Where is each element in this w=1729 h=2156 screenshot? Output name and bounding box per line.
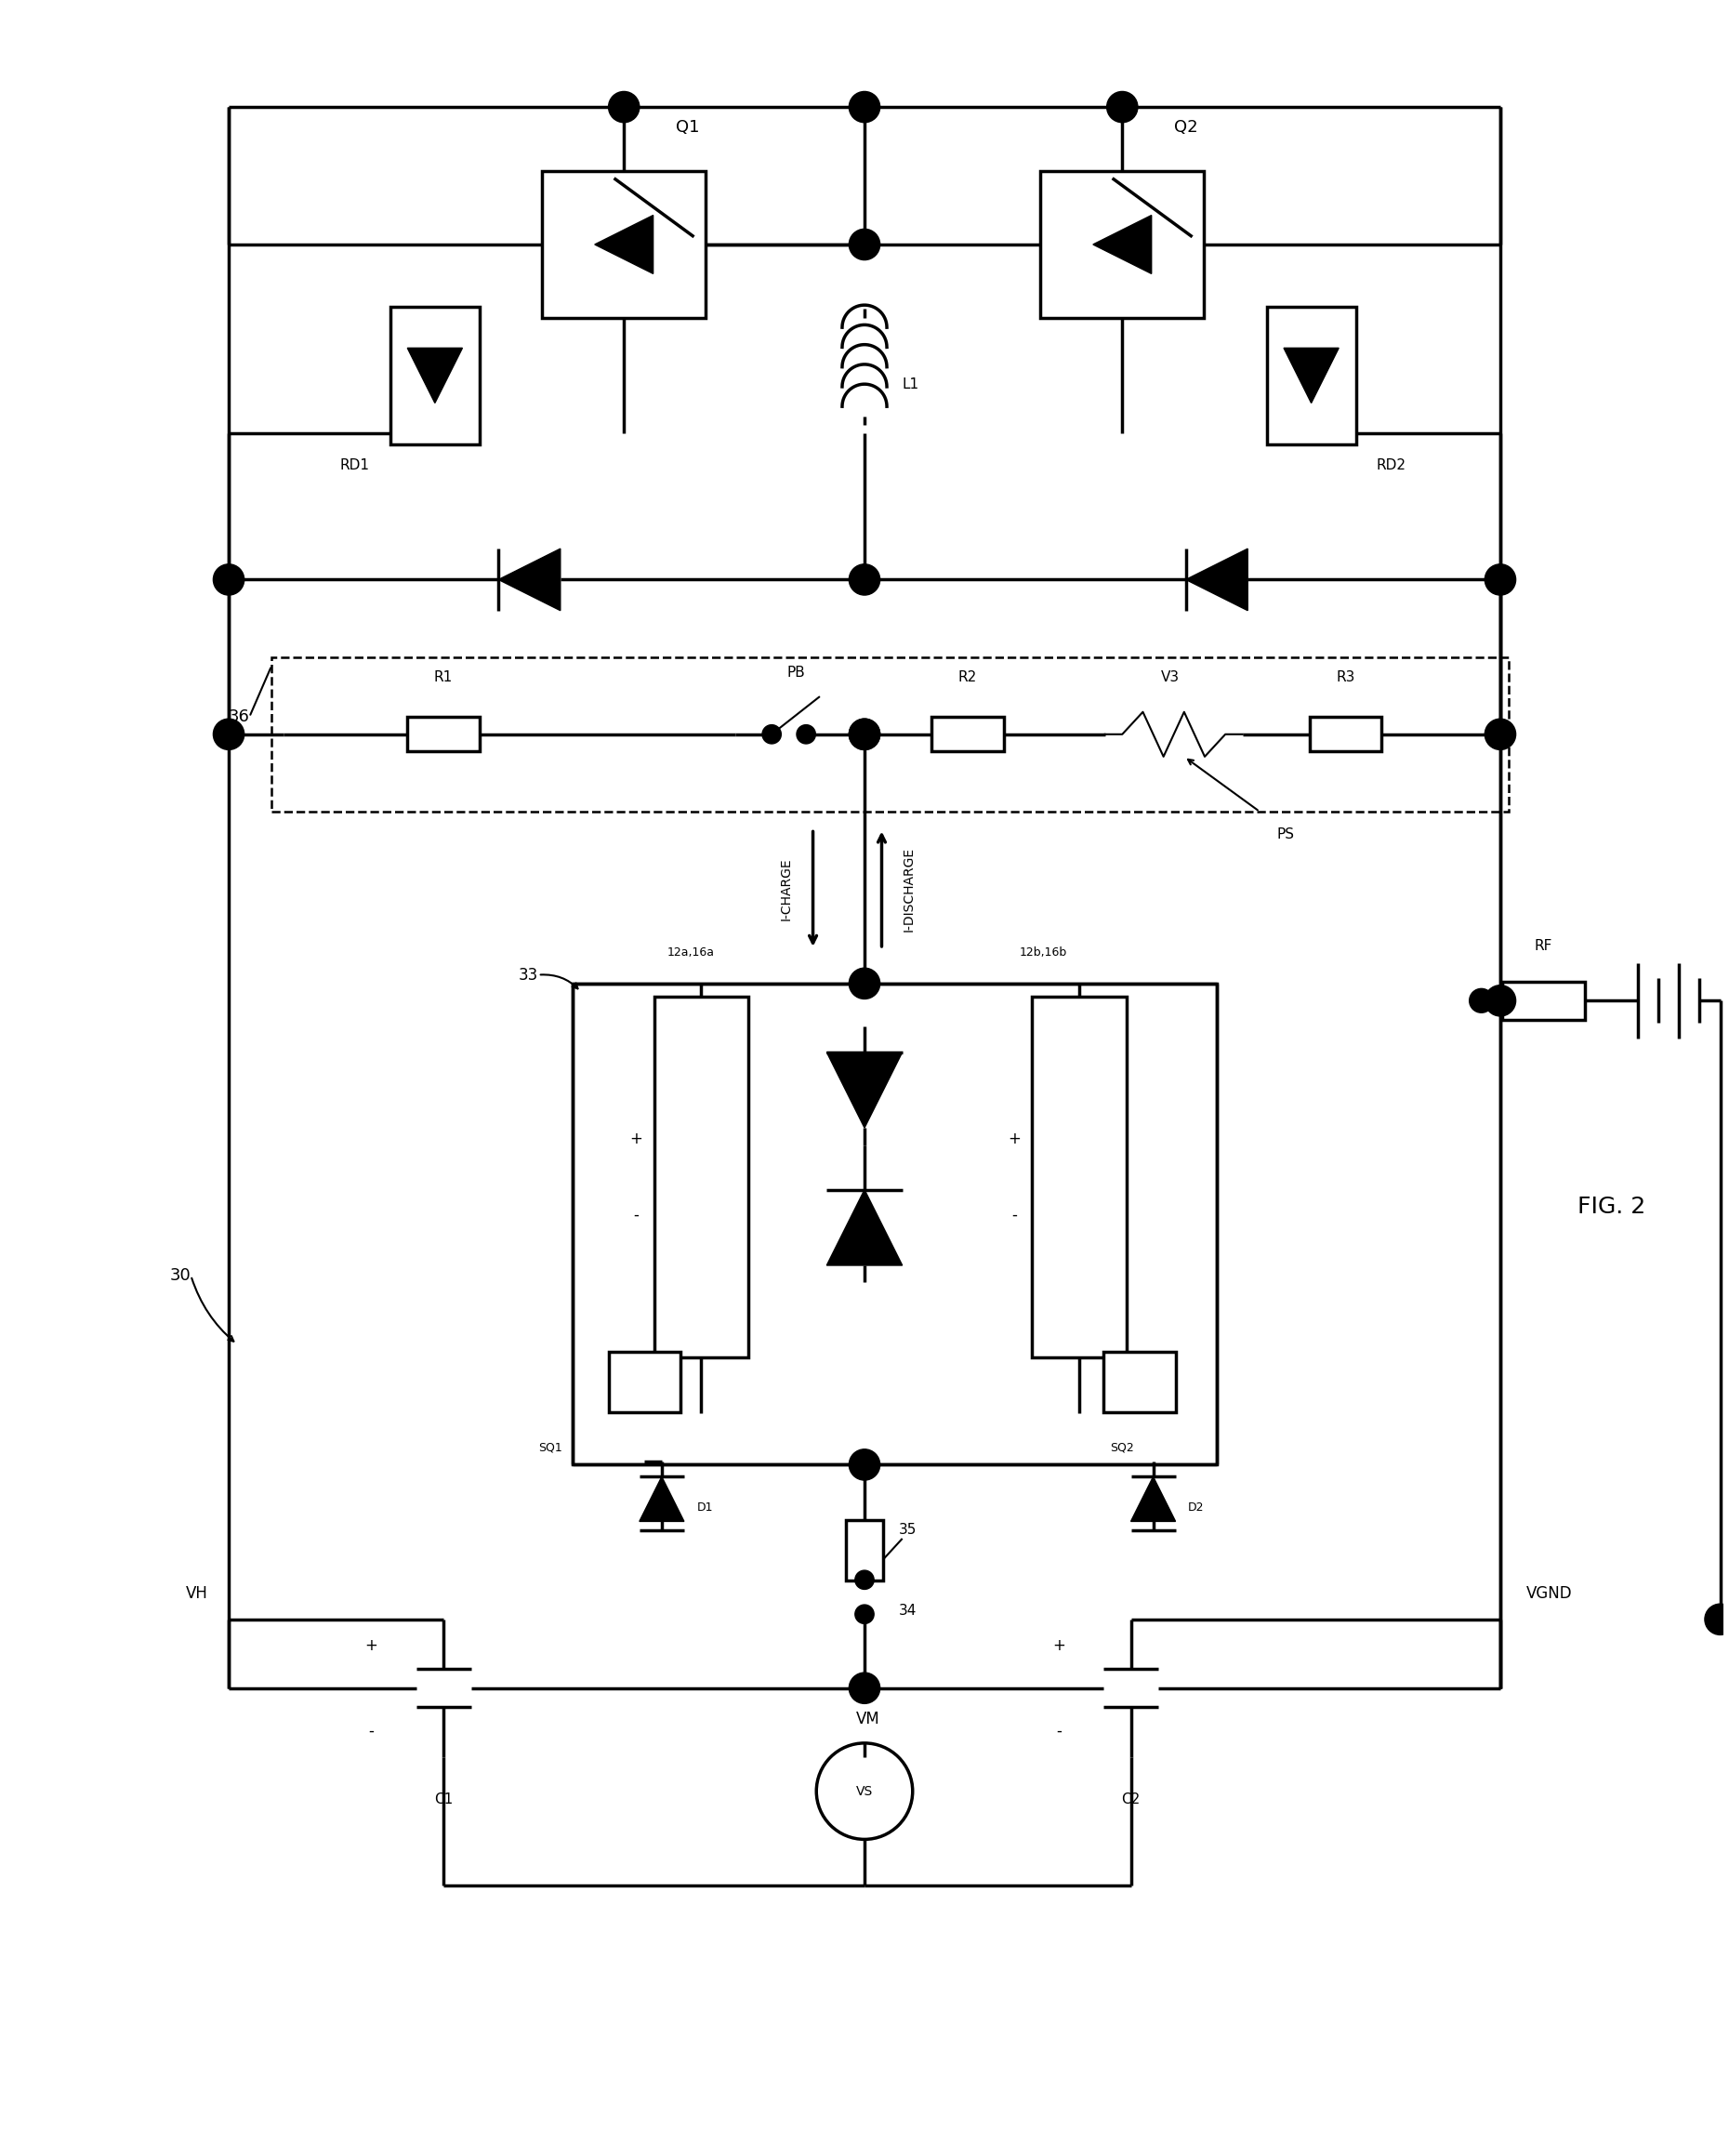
Circle shape xyxy=(1470,990,1494,1013)
Text: I-DISCHARGE: I-DISCHARGE xyxy=(903,847,915,931)
Text: D2: D2 xyxy=(1188,1501,1205,1514)
Text: V3: V3 xyxy=(1160,671,1179,686)
Polygon shape xyxy=(595,216,654,274)
Polygon shape xyxy=(826,1190,903,1266)
Text: Q2: Q2 xyxy=(1174,119,1198,136)
Circle shape xyxy=(1107,91,1138,123)
Bar xyxy=(1032,996,1127,1358)
Circle shape xyxy=(856,1604,873,1623)
Circle shape xyxy=(1485,985,1516,1015)
Circle shape xyxy=(1485,565,1516,595)
Circle shape xyxy=(856,1570,873,1589)
Circle shape xyxy=(762,724,782,744)
Text: VH: VH xyxy=(187,1585,207,1602)
Bar xyxy=(271,658,1509,811)
Circle shape xyxy=(1705,1604,1729,1634)
Polygon shape xyxy=(498,548,560,610)
Bar xyxy=(654,996,749,1358)
Circle shape xyxy=(849,1449,880,1481)
Text: Q1: Q1 xyxy=(676,119,699,136)
Circle shape xyxy=(849,718,880,750)
Text: +: + xyxy=(1053,1636,1065,1654)
Text: RD2: RD2 xyxy=(1376,457,1406,472)
Bar xyxy=(845,1520,884,1580)
Circle shape xyxy=(213,718,244,750)
Bar xyxy=(391,306,479,444)
Polygon shape xyxy=(408,347,462,403)
Text: -: - xyxy=(1011,1205,1017,1222)
Circle shape xyxy=(849,91,880,123)
Circle shape xyxy=(797,724,816,744)
Circle shape xyxy=(849,968,880,998)
Text: FIG. 2: FIG. 2 xyxy=(1579,1197,1646,1218)
Text: -: - xyxy=(368,1723,373,1740)
Circle shape xyxy=(849,229,880,261)
Text: VM: VM xyxy=(856,1710,880,1727)
Text: 12b,16b: 12b,16b xyxy=(1018,946,1067,959)
Bar xyxy=(609,1352,681,1412)
Text: -: - xyxy=(1056,1723,1062,1740)
Text: R1: R1 xyxy=(434,671,453,686)
Bar xyxy=(1267,306,1356,444)
Bar xyxy=(572,983,1217,1464)
Polygon shape xyxy=(640,1477,685,1522)
Text: C2: C2 xyxy=(1122,1794,1139,1807)
Polygon shape xyxy=(826,1052,903,1128)
Text: PB: PB xyxy=(787,666,806,679)
Text: SQ2: SQ2 xyxy=(1110,1442,1134,1453)
Bar xyxy=(932,718,1005,752)
Circle shape xyxy=(213,565,244,595)
Text: 34: 34 xyxy=(899,1604,916,1617)
Text: +: + xyxy=(365,1636,377,1654)
Text: R2: R2 xyxy=(958,671,977,686)
Bar xyxy=(543,172,705,317)
Text: 30: 30 xyxy=(169,1268,190,1285)
Text: PS: PS xyxy=(1276,828,1295,841)
Text: RF: RF xyxy=(1534,938,1553,953)
Text: SQ1: SQ1 xyxy=(538,1442,562,1453)
Text: 35: 35 xyxy=(899,1522,916,1537)
Text: VGND: VGND xyxy=(1527,1585,1572,1602)
Bar xyxy=(408,718,479,752)
Polygon shape xyxy=(1131,1477,1176,1522)
Text: VS: VS xyxy=(856,1785,873,1798)
Text: I-CHARGE: I-CHARGE xyxy=(780,858,792,921)
Circle shape xyxy=(609,91,640,123)
Text: 36: 36 xyxy=(228,709,249,724)
Bar xyxy=(1041,172,1203,317)
Circle shape xyxy=(1485,718,1516,750)
Bar xyxy=(1309,718,1381,752)
Circle shape xyxy=(849,565,880,595)
Polygon shape xyxy=(1283,347,1338,403)
Text: R3: R3 xyxy=(1337,671,1356,686)
Text: +: + xyxy=(629,1130,643,1147)
Circle shape xyxy=(849,1673,880,1703)
Polygon shape xyxy=(1093,216,1152,274)
Polygon shape xyxy=(1186,548,1248,610)
Text: +: + xyxy=(1008,1130,1020,1147)
Text: RD1: RD1 xyxy=(341,457,370,472)
Bar xyxy=(1503,981,1584,1020)
Text: 33: 33 xyxy=(519,966,538,983)
Bar xyxy=(1103,1352,1176,1412)
Text: L1: L1 xyxy=(903,377,920,390)
Text: D1: D1 xyxy=(697,1501,712,1514)
Text: -: - xyxy=(633,1205,638,1222)
Text: C1: C1 xyxy=(434,1794,453,1807)
Circle shape xyxy=(849,718,880,750)
Text: 12a,16a: 12a,16a xyxy=(667,946,714,959)
